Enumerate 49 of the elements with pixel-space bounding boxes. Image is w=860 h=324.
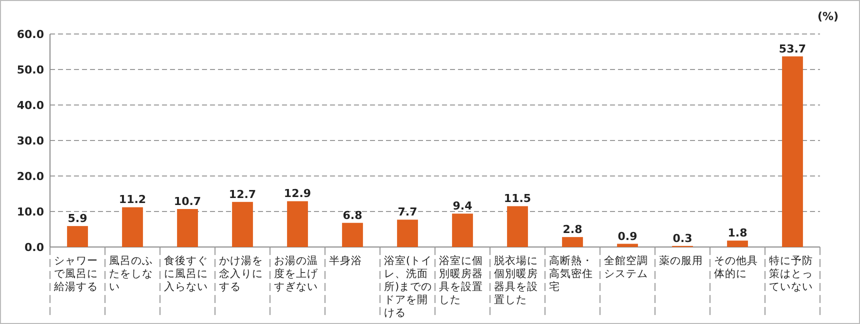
bar bbox=[397, 220, 418, 247]
data-label: 0.3 bbox=[672, 232, 692, 245]
data-label: 1.8 bbox=[728, 226, 748, 240]
data-label: 12.9 bbox=[284, 187, 312, 200]
y-tick-label: 20.0 bbox=[16, 170, 44, 183]
bar bbox=[67, 226, 88, 247]
x-tick-label: 風呂のふたをしない bbox=[109, 255, 153, 293]
x-tick-label: シャワーで風呂に給湯する bbox=[53, 255, 98, 293]
data-label: 2.8 bbox=[562, 223, 582, 236]
y-tick-label: 60.0 bbox=[16, 28, 44, 41]
data-label: 6.8 bbox=[342, 208, 362, 222]
x-tick-label: 高断熱・高気密住宅 bbox=[549, 254, 593, 293]
bar bbox=[232, 202, 253, 247]
x-tick-label: かけ湯を念入りにする bbox=[219, 255, 263, 293]
bar bbox=[287, 201, 308, 247]
data-label: 9.4 bbox=[452, 200, 473, 213]
data-label: 53.7 bbox=[778, 42, 806, 56]
data-label: 12.7 bbox=[228, 188, 256, 201]
bar bbox=[507, 206, 528, 247]
x-tick-label: 脱衣場に個別暖房器具を設置した bbox=[494, 254, 538, 306]
data-label: 5.9 bbox=[68, 212, 88, 226]
y-tick-label: 40.0 bbox=[16, 98, 44, 112]
x-tick-label: 全館空調システム bbox=[604, 254, 648, 280]
x-tick-label: 浴室(トイレ、洗面所)までのドアを開ける bbox=[384, 254, 432, 319]
data-label: 7.7 bbox=[398, 206, 418, 219]
x-tick-label: 食後すぐに風呂に入らない bbox=[164, 255, 208, 293]
x-tick-label: 特に予防策はとっていない bbox=[769, 254, 813, 293]
y-tick-label: 30.0 bbox=[16, 134, 44, 148]
data-label: 10.7 bbox=[174, 195, 202, 208]
bar bbox=[342, 222, 363, 247]
bar bbox=[452, 214, 473, 247]
y-axis-title: (%) bbox=[817, 10, 839, 23]
bar bbox=[122, 207, 143, 247]
x-tick-label: 浴室に個別暖房器具を設置した bbox=[439, 254, 483, 306]
x-tick-label: その他具体的に bbox=[714, 255, 758, 280]
y-tick-label: 50.0 bbox=[16, 63, 44, 76]
y-tick-label: 10.0 bbox=[16, 205, 44, 218]
y-tick-label: 0.0 bbox=[24, 240, 44, 254]
x-tick-label: お湯の温度を上げすぎない bbox=[274, 255, 319, 293]
bar bbox=[782, 56, 803, 247]
x-tick-label: 薬の服用 bbox=[659, 254, 703, 267]
data-label: 11.5 bbox=[504, 192, 532, 206]
bar bbox=[617, 244, 638, 247]
data-label: 0.9 bbox=[618, 230, 638, 243]
x-tick-label: 半身浴 bbox=[329, 254, 362, 267]
bar bbox=[727, 240, 748, 247]
data-label: 11.2 bbox=[118, 193, 146, 206]
bar bbox=[562, 237, 583, 247]
bar bbox=[177, 209, 198, 247]
